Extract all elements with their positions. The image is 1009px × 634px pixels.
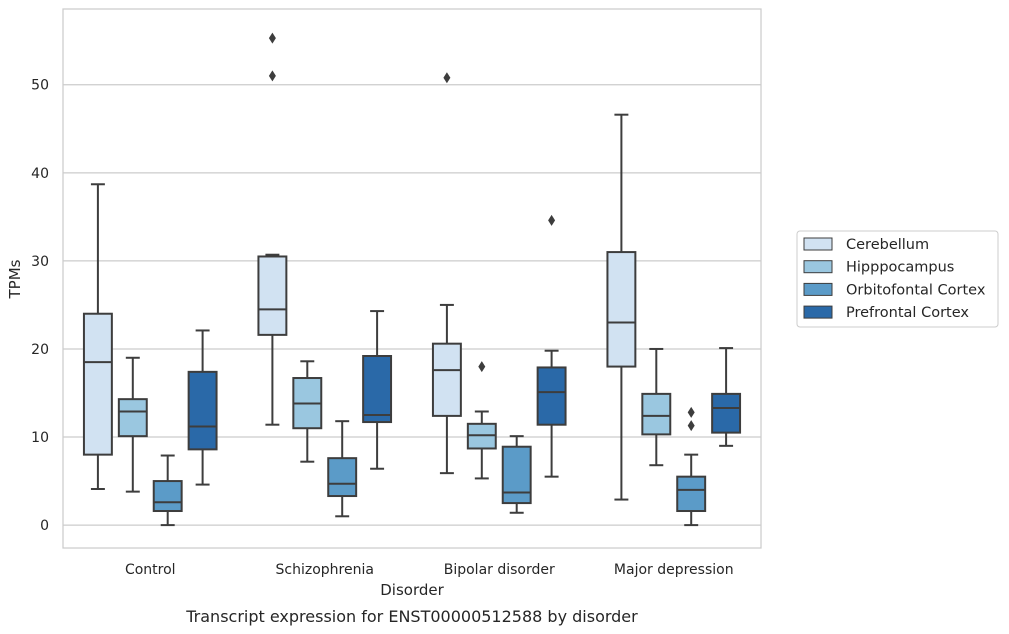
outlier-point [687, 406, 695, 418]
box [536, 366, 567, 426]
legend-frame [796, 230, 999, 328]
box [362, 355, 393, 424]
outlier-point [268, 32, 276, 44]
y-axis-title: TPMs [6, 259, 24, 299]
box-group [536, 214, 567, 478]
box-group [292, 360, 323, 463]
y-tick-label: 10 [31, 430, 49, 446]
legend-swatch [803, 237, 833, 251]
legend-label: Orbitofontal Cortex [846, 282, 986, 298]
legend-label: Prefrontal Cortex [846, 305, 969, 321]
box-group [82, 183, 113, 490]
x-tick-label: Control [125, 562, 176, 578]
legend-label: Hipppocampus [846, 260, 954, 276]
box-group [466, 361, 497, 480]
x-axis-ticks: Control Schizophrenia Bipolar disorder Majo… [125, 562, 734, 578]
grid-lines [63, 84, 761, 526]
box-group [152, 454, 183, 527]
y-axis-ticks: 0 10 20 30 40 50 [31, 78, 49, 534]
box-group [362, 310, 393, 470]
legend-label: Cerebellum [846, 237, 929, 253]
legend: Cerebellum Hipppocampus Orbitofontal Corte… [796, 230, 999, 328]
box [327, 457, 358, 498]
box [257, 255, 288, 336]
y-tick-label: 20 [31, 342, 49, 358]
box [501, 445, 532, 505]
box [82, 312, 113, 456]
box [187, 370, 218, 451]
box-group [641, 347, 672, 467]
outlier-point [268, 70, 276, 82]
legend-swatch [803, 305, 833, 319]
box-group [676, 406, 707, 527]
box [431, 342, 462, 417]
outlier-point [687, 420, 695, 432]
box [606, 251, 637, 368]
legend-swatch [803, 260, 833, 274]
box-group [187, 329, 218, 486]
box-group [257, 32, 288, 426]
box [676, 475, 707, 513]
box [711, 392, 742, 434]
outlier-point [548, 214, 556, 226]
box-group [431, 72, 462, 475]
legend-items: Cerebellum Hipppocampus Orbitofontal Corte… [803, 237, 986, 321]
box [152, 480, 183, 513]
x-axis-title: Disorder [380, 581, 444, 599]
y-tick-label: 0 [40, 518, 49, 534]
y-tick-label: 40 [31, 166, 49, 182]
box-group [606, 113, 637, 501]
chart-caption: Transcript expression for ENST0000051258… [185, 607, 638, 626]
outlier-point [443, 72, 451, 84]
x-tick-label: Schizophrenia [276, 562, 374, 578]
box-group [711, 347, 742, 447]
box-group [327, 420, 358, 518]
x-tick-label: Major depression [614, 562, 734, 578]
y-tick-label: 30 [31, 254, 49, 270]
x-tick-label: Bipolar disorder [444, 562, 555, 578]
box [641, 392, 672, 436]
box [117, 398, 148, 438]
y-tick-label: 50 [31, 78, 49, 94]
legend-swatch [803, 282, 833, 296]
plot-area [62, 8, 762, 549]
box-group [501, 435, 532, 514]
box-series [82, 32, 742, 527]
outlier-point [478, 361, 486, 373]
box-group [117, 356, 148, 493]
